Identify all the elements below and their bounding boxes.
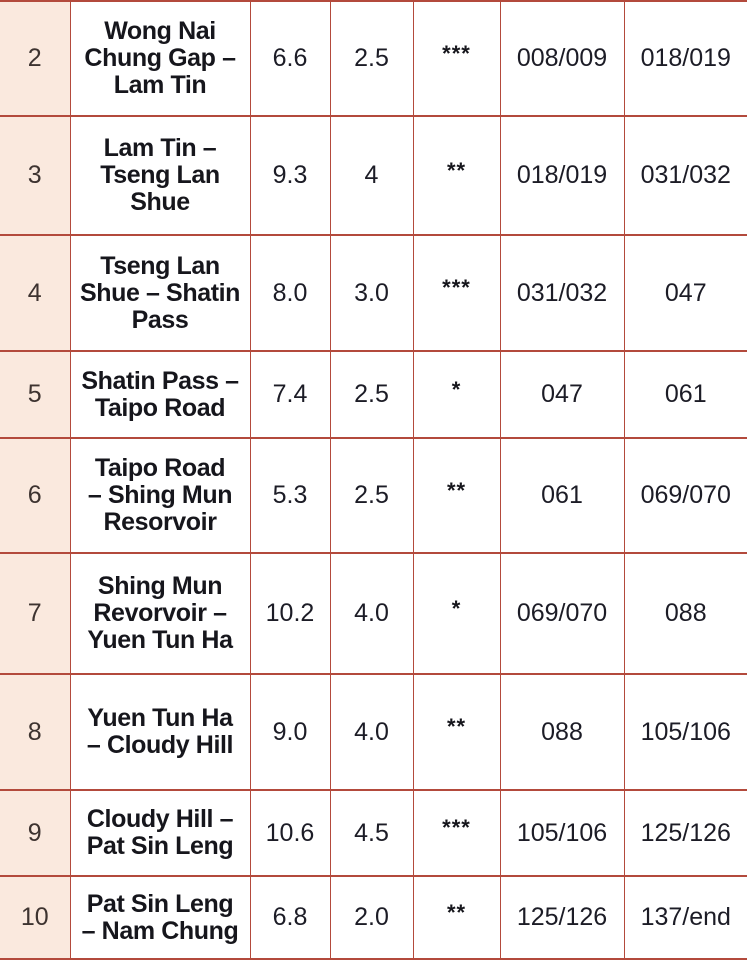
cell-section-name: Lam Tin – Tseng Lan Shue — [69, 115, 251, 236]
cell-start-post: 061 — [499, 437, 625, 554]
cell-time: 4.0 — [329, 673, 414, 791]
cell-difficulty: ** — [412, 115, 501, 236]
cell-distance: 5.3 — [249, 437, 331, 554]
cell-end-post: 047 — [623, 234, 747, 352]
cell-difficulty: *** — [412, 0, 501, 117]
table-row: 3 Lam Tin – Tseng Lan Shue 9.3 4 ** 018/… — [0, 115, 747, 236]
cell-distance: 6.6 — [249, 0, 331, 117]
cell-end-post: 088 — [623, 552, 747, 675]
cell-difficulty: *** — [412, 234, 501, 352]
cell-difficulty: * — [412, 552, 501, 675]
difficulty-stars: ** — [446, 157, 467, 183]
cell-difficulty: ** — [412, 673, 501, 791]
cell-end-post: 069/070 — [623, 437, 747, 554]
section-name-text: Shing Mun Revorvoir – Yuen Tun Ha — [87, 572, 233, 654]
cell-difficulty: ** — [412, 875, 501, 960]
cell-section-name: Wong Nai Chung Gap – Lam Tin — [69, 0, 251, 117]
cell-difficulty: *** — [412, 789, 501, 877]
cell-start-post: 069/070 — [499, 552, 625, 675]
cell-section-name: Yuen Tun Ha – Cloudy Hill — [69, 673, 251, 791]
cell-distance: 8.0 — [249, 234, 331, 352]
cell-time: 3.0 — [329, 234, 414, 352]
cell-section-name: Cloudy Hill – Pat Sin Leng — [69, 789, 251, 877]
difficulty-stars: * — [451, 595, 462, 621]
cell-distance: 7.4 — [249, 350, 331, 439]
table-row: 4 Tseng Lan Shue – Shatin Pass 8.0 3.0 *… — [0, 234, 747, 352]
cell-distance: 10.6 — [249, 789, 331, 877]
cell-end-post: 061 — [623, 350, 747, 439]
cell-section-name: Taipo Road – Shing Mun Resorvoir — [69, 437, 251, 554]
cell-distance: 6.8 — [249, 875, 331, 960]
table-row: 8 Yuen Tun Ha – Cloudy Hill 9.0 4.0 ** 0… — [0, 673, 747, 791]
cell-end-post: 137/end — [623, 875, 747, 960]
cell-end-post: 125/126 — [623, 789, 747, 877]
section-name-text: Yuen Tun Ha – Cloudy Hill — [86, 704, 234, 759]
table-row: 5 Shatin Pass – Taipo Road 7.4 2.5 * 047… — [0, 350, 747, 439]
cell-time: 4.0 — [329, 552, 414, 675]
cell-time: 2.0 — [329, 875, 414, 960]
cell-time: 4.5 — [329, 789, 414, 877]
difficulty-stars: * — [451, 376, 462, 402]
cell-start-post: 105/106 — [499, 789, 625, 877]
cell-start-post: 008/009 — [499, 0, 625, 117]
difficulty-stars: ** — [446, 477, 467, 503]
cell-section-name: Tseng Lan Shue – Shatin Pass — [69, 234, 251, 352]
difficulty-stars: ** — [446, 714, 467, 739]
section-name-text: Taipo Road – Shing Mun Resorvoir — [87, 454, 233, 536]
cell-start-post: 018/019 — [499, 115, 625, 236]
section-name-text: Tseng Lan Shue – Shatin Pass — [79, 251, 241, 334]
cell-section-number: 2 — [0, 0, 71, 117]
cell-end-post: 031/032 — [623, 115, 747, 236]
section-name-text: Lam Tin – Tseng Lan Shue — [100, 134, 220, 216]
cell-section-number: 6 — [0, 437, 71, 554]
cell-time: 2.5 — [329, 350, 414, 439]
table-row: 10 Pat Sin Leng – Nam Chung 6.8 2.0 ** 1… — [0, 875, 747, 960]
cell-section-number: 9 — [0, 789, 71, 877]
cell-section-number: 3 — [0, 115, 71, 236]
difficulty-stars: *** — [442, 275, 471, 300]
cell-time: 4 — [329, 115, 414, 236]
table-row: 9 Cloudy Hill – Pat Sin Leng 10.6 4.5 **… — [0, 789, 747, 877]
section-name-text: Wong Nai Chung Gap – Lam Tin — [84, 17, 236, 99]
cell-time: 2.5 — [329, 0, 414, 117]
cell-start-post: 125/126 — [499, 875, 625, 960]
cell-difficulty: * — [412, 350, 501, 439]
cell-distance: 9.3 — [249, 115, 331, 236]
cell-start-post: 088 — [499, 673, 625, 791]
cell-section-number: 4 — [0, 234, 71, 352]
cell-section-name: Shing Mun Revorvoir – Yuen Tun Ha — [69, 552, 251, 675]
difficulty-stars: *** — [442, 40, 471, 66]
cell-section-number: 5 — [0, 350, 71, 439]
cell-section-number: 8 — [0, 673, 71, 791]
cell-section-number: 7 — [0, 552, 71, 675]
cell-start-post: 047 — [499, 350, 625, 439]
cell-end-post: 018/019 — [623, 0, 747, 117]
table-row: 6 Taipo Road – Shing Mun Resorvoir 5.3 2… — [0, 437, 747, 554]
cell-distance: 10.2 — [249, 552, 331, 675]
table-row: 7 Shing Mun Revorvoir – Yuen Tun Ha 10.2… — [0, 552, 747, 675]
section-name-text: Pat Sin Leng – Nam Chung — [81, 889, 239, 945]
cell-section-name: Shatin Pass – Taipo Road — [69, 350, 251, 439]
section-name-text: Shatin Pass – Taipo Road — [81, 366, 239, 422]
cell-end-post: 105/106 — [623, 673, 747, 791]
difficulty-stars: ** — [446, 899, 467, 925]
cell-distance: 9.0 — [249, 673, 331, 791]
cell-start-post: 031/032 — [499, 234, 625, 352]
cell-difficulty: ** — [412, 437, 501, 554]
cell-section-name: Pat Sin Leng – Nam Chung — [69, 875, 251, 960]
section-name-text: Cloudy Hill – Pat Sin Leng — [86, 805, 234, 860]
cell-time: 2.5 — [329, 437, 414, 554]
difficulty-stars: *** — [442, 815, 471, 840]
cell-section-number: 10 — [0, 875, 71, 960]
table-row: 2 Wong Nai Chung Gap – Lam Tin 6.6 2.5 *… — [0, 0, 747, 117]
